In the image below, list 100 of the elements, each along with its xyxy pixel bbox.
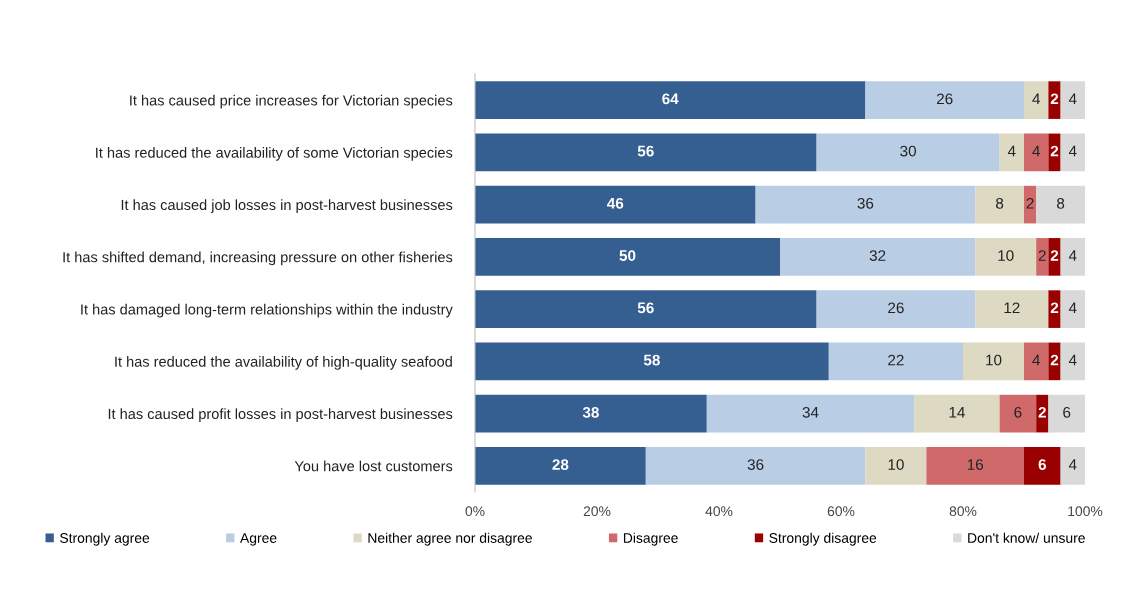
bar xyxy=(475,185,756,224)
x-tick-label: 80% xyxy=(949,506,977,517)
bar xyxy=(975,290,1049,328)
bar xyxy=(1048,290,1061,328)
data-label: 2 xyxy=(1038,406,1046,418)
y-tick-label: It has reduced the availability of high-quality seafood xyxy=(115,356,452,370)
data-label: 4 xyxy=(1068,250,1077,261)
data-label: 4 xyxy=(1068,354,1077,366)
data-label: 4 xyxy=(1032,93,1040,105)
bar xyxy=(475,447,646,485)
bar xyxy=(1048,342,1061,381)
bar xyxy=(1048,238,1061,276)
x-tick-label: 0% xyxy=(465,506,485,517)
data-label: 4 xyxy=(1032,354,1040,366)
data-label: 64 xyxy=(662,93,679,105)
data-label: 36 xyxy=(747,459,764,470)
bar xyxy=(780,238,976,276)
bar xyxy=(1048,133,1061,172)
y-tick-label: It has shifted demand, increasing pressure on other fisheries xyxy=(63,251,453,266)
data-label: 8 xyxy=(996,197,1004,209)
bar xyxy=(1060,342,1085,381)
data-label: 36 xyxy=(857,197,874,209)
bar xyxy=(1060,81,1085,119)
bar xyxy=(828,342,963,381)
legend-label: Neither agree nor disagree xyxy=(368,532,532,546)
bar xyxy=(926,447,1024,485)
data-label: 2 xyxy=(1026,197,1034,209)
bar xyxy=(1024,133,1049,172)
bar xyxy=(816,133,1000,172)
bar xyxy=(1060,238,1085,276)
data-label: 2 xyxy=(1038,250,1046,261)
data-label: 2 xyxy=(1050,93,1059,105)
data-label: 10 xyxy=(986,354,1002,366)
data-label: 12 xyxy=(1004,302,1020,314)
y-tick-label: It has caused job losses in post-harvest businesses xyxy=(121,199,453,213)
data-label: 26 xyxy=(936,93,953,105)
data-label: 26 xyxy=(888,302,904,314)
bar xyxy=(914,394,1000,433)
data-label: 58 xyxy=(643,354,660,366)
bar xyxy=(1060,290,1085,328)
data-label: 56 xyxy=(637,302,654,314)
data-label: 38 xyxy=(582,406,599,418)
bar xyxy=(475,342,829,381)
bar xyxy=(706,394,915,433)
data-label: 14 xyxy=(949,407,965,418)
bar xyxy=(1036,185,1085,224)
bar xyxy=(475,394,707,433)
data-label: 6 xyxy=(1063,406,1071,418)
data-label: 2 xyxy=(1050,145,1059,157)
bar xyxy=(999,394,1037,433)
y-tick-label: It has damaged long-term relationships within the industry xyxy=(81,303,453,318)
data-label: 10 xyxy=(998,250,1014,261)
data-label: 2 xyxy=(1050,250,1059,261)
bar xyxy=(645,447,866,485)
data-label: 4 xyxy=(1068,459,1077,470)
x-tick-label: 20% xyxy=(583,506,611,517)
x-tick-label: 100% xyxy=(1068,506,1103,517)
bar xyxy=(999,133,1024,172)
bar xyxy=(865,81,1024,119)
x-tick-label: 40% xyxy=(705,506,733,517)
data-label: 10 xyxy=(888,459,904,470)
bar xyxy=(816,290,976,328)
data-label: 4 xyxy=(1068,93,1077,105)
bar xyxy=(1060,133,1085,172)
bar xyxy=(475,81,866,119)
data-label: 32 xyxy=(869,250,886,261)
data-label: 4 xyxy=(1007,145,1016,157)
data-label: 22 xyxy=(888,354,904,366)
data-label: 4 xyxy=(1068,302,1077,314)
data-label: 50 xyxy=(619,250,636,261)
data-label: 28 xyxy=(552,459,569,470)
bar xyxy=(1024,447,1061,485)
data-label: 6 xyxy=(1038,459,1046,470)
data-label: 6 xyxy=(1014,406,1022,418)
bar xyxy=(975,238,1037,276)
y-tick-label: It has reduced the availability of some Victorian species xyxy=(96,147,453,161)
bar xyxy=(475,290,817,328)
data-label: 8 xyxy=(1057,197,1065,209)
bar xyxy=(963,342,1024,381)
data-label: 4 xyxy=(1068,145,1077,157)
y-tick-label: You have lost customers xyxy=(294,460,453,472)
bar xyxy=(755,185,976,224)
bar xyxy=(1048,81,1061,119)
bar xyxy=(975,185,1024,224)
bar xyxy=(1024,342,1049,381)
legend-label: Strongly agree xyxy=(60,532,150,546)
bar xyxy=(475,133,817,172)
bar xyxy=(865,447,927,485)
y-tick-label: It has caused price increases for Victorian species xyxy=(130,94,453,109)
bar xyxy=(475,238,780,276)
bar xyxy=(1048,394,1085,433)
data-label: 2 xyxy=(1050,354,1059,366)
legend-label: Agree xyxy=(240,533,277,546)
data-label: 2 xyxy=(1050,302,1059,314)
legend-label: Don't know/ unsure xyxy=(968,532,1085,543)
legend-label: Strongly disagree xyxy=(769,532,877,546)
x-tick-label: 60% xyxy=(827,506,855,517)
bar xyxy=(1036,238,1049,276)
bar xyxy=(1024,81,1049,119)
y-tick-label: It has caused profit losses in post-harvest businesses xyxy=(108,408,453,422)
